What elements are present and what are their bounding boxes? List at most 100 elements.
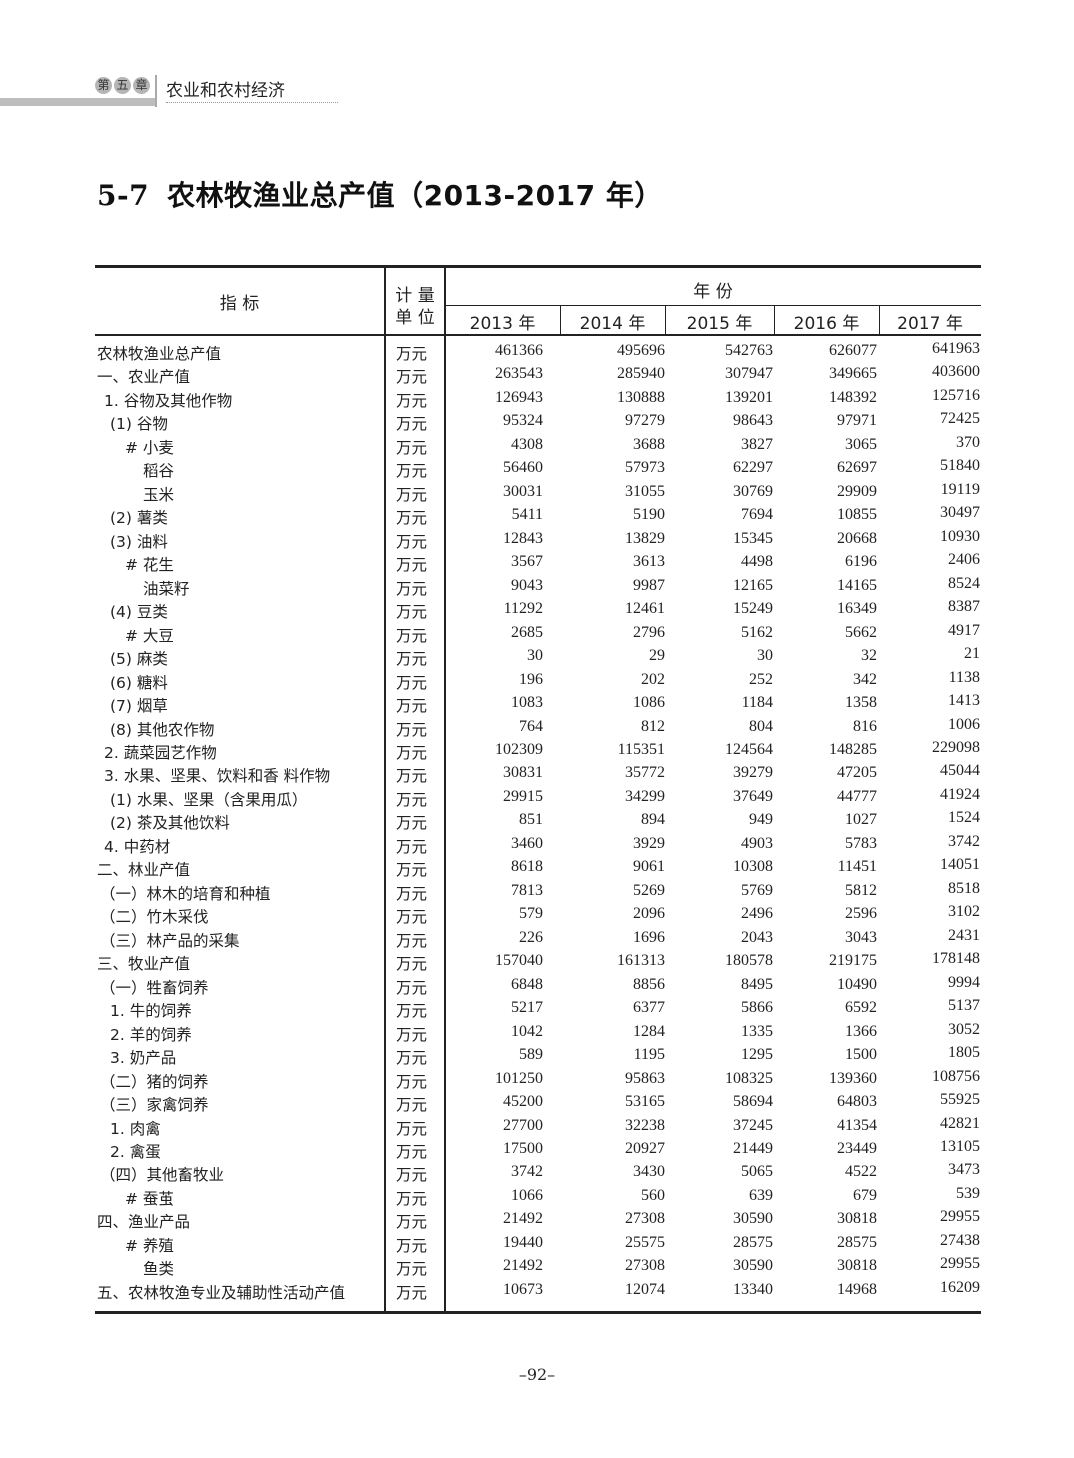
chapter-char: 第 <box>95 77 112 94</box>
cell-value: 139201 <box>725 388 773 406</box>
header-year: 2016 年 <box>793 314 860 334</box>
cell-value: 12843 <box>503 529 543 547</box>
cell-value: 37649 <box>733 787 773 805</box>
chapter-badge: 第 五 章 <box>95 77 150 94</box>
row-label: (5) 麻类 <box>110 650 168 669</box>
row-unit: 万元 <box>396 509 428 528</box>
cell-value: 58694 <box>733 1093 773 1111</box>
row-label: 玉米 <box>143 485 175 504</box>
cell-value: 32238 <box>625 1116 665 1134</box>
cell-value: 97971 <box>837 412 877 430</box>
table-row: (1) 水果、坚果（含果用瓜） 万元 29915 34299 37649 44777 419… <box>0 785 1074 811</box>
cell-value: 3929 <box>633 834 665 852</box>
table-row: 三、牧业产值 万元 157040 161313 180578 219175 178148 <box>0 950 1074 975</box>
row-label: (2) 茶及其他饮料 <box>110 814 230 833</box>
cell-value: 403600 <box>932 363 980 381</box>
cell-value: 41924 <box>940 785 980 803</box>
cell-value: 30818 <box>837 1257 877 1275</box>
cell-value: 10930 <box>940 527 980 545</box>
row-label: （三）家禽饲养 <box>100 1096 209 1115</box>
table-row: # 养殖 万元 19440 25575 28575 28575 27438 <box>0 1232 1074 1257</box>
cell-value: 3430 <box>633 1163 665 1181</box>
cell-value: 57973 <box>625 459 665 477</box>
cell-value: 101250 <box>495 1069 543 1087</box>
cell-value: 4498 <box>741 553 773 571</box>
cell-value: 8618 <box>511 858 543 876</box>
cell-value: 196 <box>519 670 543 688</box>
cell-value: 10490 <box>837 975 877 993</box>
cell-value: 45200 <box>503 1093 543 1111</box>
cell-value: 15249 <box>733 600 773 618</box>
row-unit: 万元 <box>396 697 428 716</box>
table-row: （四）其他畜牧业 万元 3742 3430 5065 4522 3473 <box>0 1161 1074 1186</box>
cell-value: 1805 <box>948 1044 980 1062</box>
cell-value: 102309 <box>495 740 543 758</box>
cell-value: 252 <box>749 670 773 688</box>
row-unit: 万元 <box>396 579 428 598</box>
cell-value: 44777 <box>837 787 877 805</box>
cell-value: 17500 <box>503 1139 543 1157</box>
cell-value: 21449 <box>733 1139 773 1157</box>
cell-value: 12461 <box>625 600 665 618</box>
chapter-char: 章 <box>133 77 150 94</box>
title-text: 农林牧渔业总产值（2013-2017 年） <box>167 179 663 212</box>
cell-value: 13340 <box>733 1280 773 1298</box>
row-label: 1. 牛的饲养 <box>110 1002 192 1021</box>
row-unit: 万元 <box>396 1072 428 1091</box>
cell-value: 62697 <box>837 459 877 477</box>
cell-value: 14968 <box>837 1280 877 1298</box>
row-label: （一）林木的培育和种植 <box>100 884 271 903</box>
cell-value: 37245 <box>733 1116 773 1134</box>
cell-value: 1195 <box>633 1046 665 1064</box>
cell-value: 13829 <box>625 529 665 547</box>
cell-value: 14165 <box>837 576 877 594</box>
row-label: (2) 薯类 <box>110 509 168 528</box>
table-row: （三）林产品的采集 万元 226 1696 2043 3043 2431 <box>0 927 1074 952</box>
cell-value: 3052 <box>948 1020 980 1038</box>
cell-value: 8518 <box>948 879 980 897</box>
cell-value: 27308 <box>625 1257 665 1275</box>
cell-value: 10308 <box>733 858 773 876</box>
row-unit: 万元 <box>396 1166 428 1185</box>
cell-value: 72425 <box>940 410 980 428</box>
row-label: (4) 豆类 <box>110 603 168 622</box>
table-row: 2. 羊的饲养 万元 1042 1284 1335 1366 3052 <box>0 1020 1074 1046</box>
table-row: 1. 肉禽 万元 27700 32238 37245 41354 42821 <box>0 1115 1074 1140</box>
row-label: （一）牲畜饲养 <box>100 978 209 997</box>
cell-value: 30031 <box>503 482 543 500</box>
cell-value: 804 <box>749 717 773 735</box>
cell-value: 679 <box>853 1186 877 1204</box>
cell-value: 23449 <box>837 1139 877 1157</box>
cell-value: 11451 <box>837 858 877 876</box>
cell-value: 161313 <box>617 952 665 970</box>
cell-value: 29955 <box>940 1208 980 1226</box>
cell-value: 1696 <box>633 928 665 946</box>
cell-value: 55925 <box>940 1091 980 1109</box>
cell-value: 5137 <box>948 997 980 1015</box>
cell-value: 139360 <box>829 1069 877 1087</box>
row-unit: 万元 <box>396 1025 428 1044</box>
row-unit: 万元 <box>396 861 428 880</box>
table-row: 一、农业产值 万元 263543 285940 307947 349665 403600 <box>0 363 1074 388</box>
cell-value: 124564 <box>725 740 773 758</box>
page-number: –92– <box>518 1365 556 1384</box>
row-label: (3) 油料 <box>110 532 168 551</box>
table-row: # 小麦 万元 4308 3688 3827 3065 370 <box>0 434 1074 459</box>
table-row: 稻谷 万元 56460 57973 62297 62697 51840 <box>0 457 1074 482</box>
cell-value: 130888 <box>617 388 665 406</box>
cell-value: 307947 <box>725 365 773 383</box>
cell-value: 95863 <box>625 1069 665 1087</box>
cell-value: 30818 <box>837 1210 877 1228</box>
cell-value: 30590 <box>733 1210 773 1228</box>
row-unit: 万元 <box>396 1142 428 1161</box>
cell-value: 5411 <box>511 506 543 524</box>
row-unit: 万元 <box>396 1213 428 1232</box>
row-label: 4. 中药材 <box>104 837 171 856</box>
cell-value: 20927 <box>625 1139 665 1157</box>
cell-value: 8856 <box>633 975 665 993</box>
cell-value: 4308 <box>511 435 543 453</box>
row-label: 3. 奶产品 <box>110 1049 177 1068</box>
cell-value: 8495 <box>741 975 773 993</box>
row-unit: 万元 <box>396 767 428 786</box>
cell-value: 812 <box>641 717 665 735</box>
